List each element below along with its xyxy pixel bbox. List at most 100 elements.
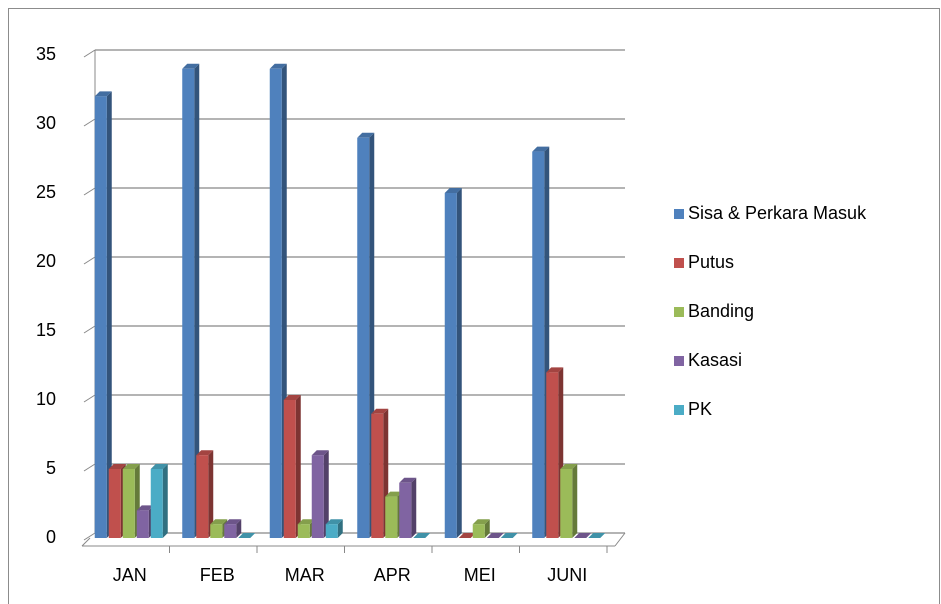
bar-top — [532, 146, 550, 152]
bar-front — [182, 68, 195, 539]
y-tick-label: 10 — [36, 389, 56, 409]
bar-top — [283, 395, 301, 400]
y-tick-label: 25 — [36, 182, 56, 202]
bar-top — [357, 132, 375, 138]
bar — [94, 91, 112, 539]
bar — [283, 395, 301, 538]
bar-side — [106, 91, 112, 539]
x-tick-label: MAR — [285, 565, 325, 585]
bar-top — [500, 533, 518, 538]
y-axis-front — [81, 537, 91, 547]
y-tick — [83, 394, 96, 403]
bar — [399, 477, 417, 538]
bar-top — [196, 450, 214, 456]
x-axis-right — [614, 532, 626, 547]
bar — [182, 63, 200, 539]
legend-label: Kasasi — [688, 350, 742, 370]
bar-top — [444, 188, 462, 193]
y-tick-label: 5 — [46, 458, 56, 478]
bar-side — [572, 464, 578, 538]
bar — [486, 533, 504, 538]
bar — [458, 533, 476, 538]
bar-top — [472, 519, 490, 525]
bar — [560, 464, 578, 538]
bar-top — [108, 464, 126, 469]
chart-border — [8, 8, 940, 604]
bar-top — [311, 450, 329, 456]
x-tick-label: JAN — [113, 565, 147, 585]
bar-top — [182, 63, 200, 69]
bar-top — [122, 464, 140, 469]
legend-swatch — [674, 405, 684, 415]
bar-top — [94, 91, 112, 97]
bar-front — [560, 469, 573, 538]
legend-label: Sisa & Perkara Masuk — [688, 203, 867, 223]
bar-front — [325, 524, 338, 538]
y-tick — [83, 187, 96, 196]
bar-side — [323, 450, 329, 538]
bar-top — [210, 519, 228, 525]
bar-top — [546, 367, 564, 373]
bar-front — [357, 137, 370, 539]
bar-front — [94, 96, 107, 539]
x-tick-label: APR — [374, 565, 411, 585]
bar — [224, 519, 242, 538]
bar-front — [210, 524, 223, 538]
bar — [311, 450, 329, 538]
bar-front — [269, 68, 282, 539]
bar — [588, 533, 606, 538]
y-tick — [83, 118, 96, 127]
bar-side — [411, 477, 417, 538]
bar-side — [236, 519, 242, 538]
bar-top — [224, 519, 242, 525]
bar-top — [413, 533, 431, 538]
bar — [574, 533, 592, 538]
legend-swatch — [674, 209, 684, 219]
x-tick-label: FEB — [200, 565, 235, 585]
legend-swatch — [674, 258, 684, 268]
bar-top — [150, 464, 168, 469]
y-tick-label: 20 — [36, 251, 56, 271]
bar — [472, 519, 490, 538]
bar-top — [238, 533, 256, 538]
bar — [238, 533, 256, 538]
bar-top — [486, 533, 504, 538]
y-tick-label: 0 — [46, 527, 56, 547]
bar — [413, 533, 431, 538]
bar — [325, 519, 343, 538]
bar — [500, 533, 518, 538]
y-tick-label: 35 — [36, 44, 56, 64]
bar-side — [295, 395, 301, 538]
y-tick — [83, 532, 96, 541]
legend-label: Banding — [688, 301, 754, 321]
bar-top — [371, 408, 389, 414]
bar-front — [371, 413, 384, 538]
bar-front — [311, 455, 324, 538]
y-tick-label: 15 — [36, 320, 56, 340]
bar-front — [297, 524, 310, 538]
y-tick-label: 30 — [36, 113, 56, 133]
legend-label: PK — [688, 399, 712, 419]
bar-front — [196, 455, 209, 538]
bar-front — [283, 400, 296, 538]
bar — [444, 188, 462, 538]
bar-top — [136, 505, 154, 511]
bar — [196, 450, 214, 538]
bar-top — [269, 63, 287, 69]
legend-swatch — [674, 356, 684, 366]
bar-front — [444, 193, 457, 538]
legend-label: Putus — [688, 252, 734, 272]
bar-side — [337, 519, 343, 538]
bar-side — [208, 450, 214, 538]
bar-top — [588, 533, 606, 538]
bar-top — [325, 519, 343, 525]
bar-front — [399, 482, 412, 538]
bar-top — [385, 491, 403, 497]
bar-front — [136, 510, 149, 538]
bar-front — [224, 524, 237, 538]
x-tick-label: MEI — [464, 565, 496, 585]
bar-side — [456, 188, 462, 538]
bar-front — [385, 496, 398, 538]
bar-side — [162, 464, 168, 538]
